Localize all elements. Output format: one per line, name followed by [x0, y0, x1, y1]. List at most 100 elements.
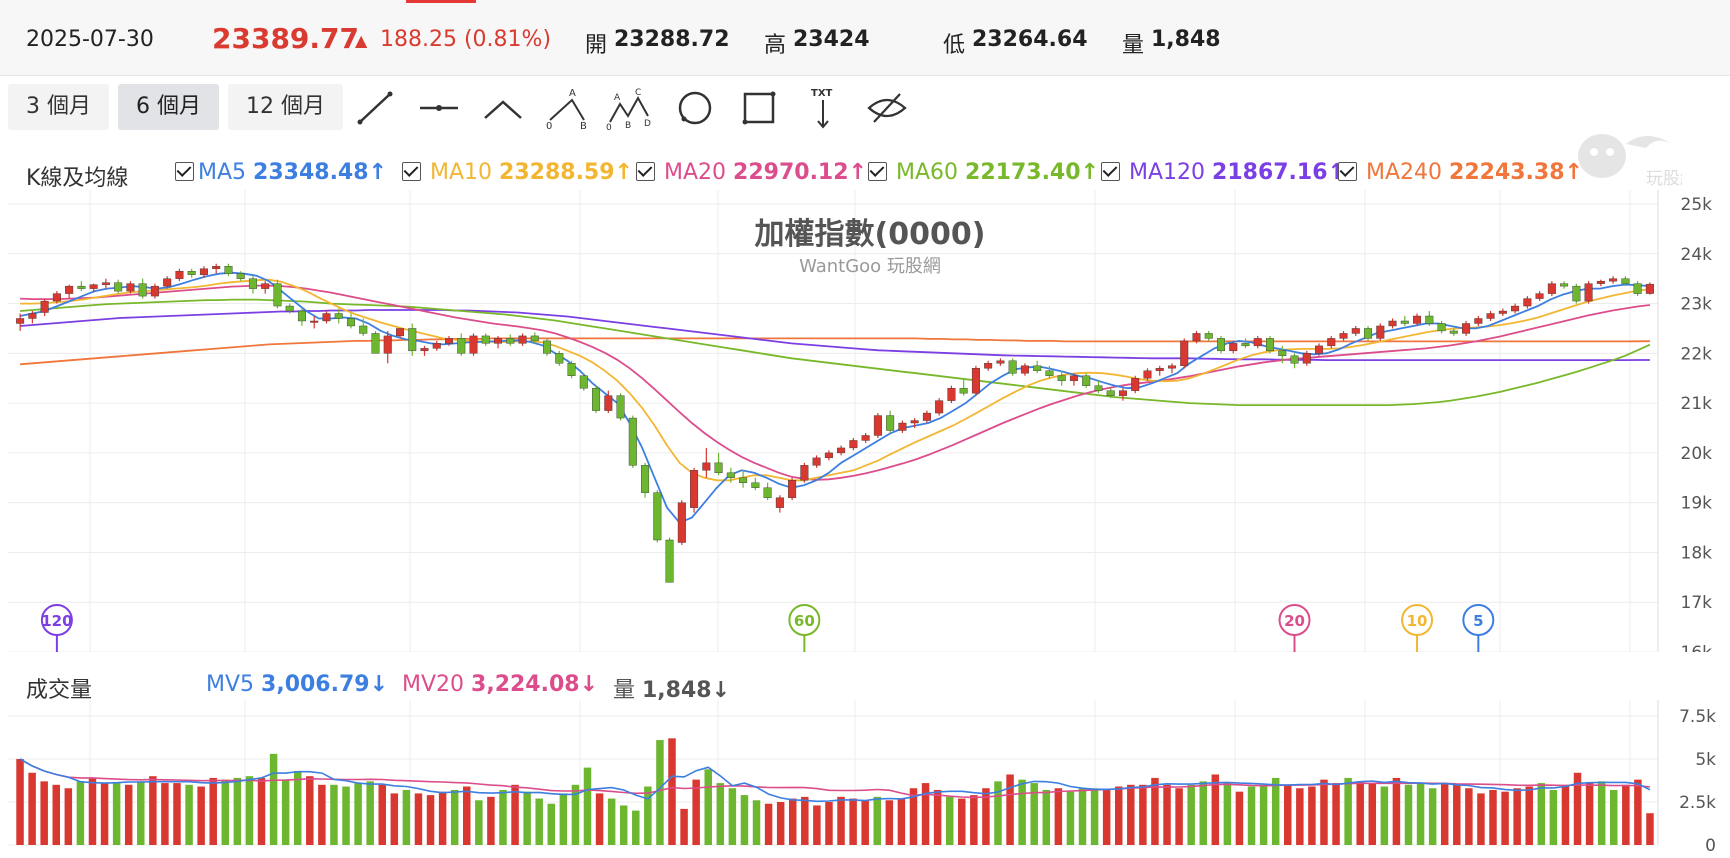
svg-text:A: A — [614, 93, 621, 103]
candlestick — [248, 276, 257, 294]
y-tick-label: 23k — [1681, 295, 1713, 315]
ma-toggle-checkbox[interactable] — [1101, 162, 1120, 181]
candlestick — [739, 470, 748, 488]
arrow-down-icon: ↓ — [711, 678, 731, 703]
volume-bar — [788, 798, 797, 845]
candlestick — [1596, 279, 1605, 287]
volume-bar — [487, 796, 495, 845]
volume-bar — [342, 786, 350, 845]
volume-bar — [994, 781, 1002, 845]
wantgoo-logo: 玩股網 — [1576, 124, 1697, 190]
candlestick — [996, 358, 1005, 366]
last-price: 23389.77 — [212, 22, 360, 55]
volume-bar — [1489, 789, 1497, 845]
candle-body — [1364, 328, 1373, 339]
volume-bar — [728, 788, 737, 845]
candlestick — [1057, 370, 1066, 386]
candle-body — [641, 465, 650, 493]
candle-body — [1118, 390, 1127, 396]
abc-pattern-icon[interactable]: A 0 B — [544, 86, 590, 132]
candlestick — [812, 455, 821, 468]
ma-toggle-checkbox[interactable] — [1338, 162, 1357, 181]
volume-bar — [970, 795, 978, 845]
ma-value: 22173.40 — [965, 160, 1081, 185]
candlestick — [555, 350, 564, 366]
candlestick — [1204, 330, 1213, 341]
candle-body — [1400, 320, 1409, 324]
volume-bar — [656, 740, 664, 845]
candlestick — [1131, 375, 1140, 394]
candle-body — [1645, 283, 1654, 294]
candlestick — [1474, 316, 1483, 326]
period-6m-button[interactable]: 6 個月 — [118, 84, 219, 130]
arrow-up-icon: ↑ — [1564, 160, 1583, 185]
volume-chart[interactable]: 0 2.5k 5k 7.5k — [0, 700, 1730, 858]
volume-bar — [837, 796, 845, 845]
candlestick — [1364, 325, 1373, 341]
candle-body — [138, 283, 147, 297]
candlestick — [1633, 281, 1642, 297]
candle-body — [677, 502, 686, 543]
arrow-up-icon: ↑ — [614, 160, 633, 185]
candle-body — [824, 452, 833, 459]
ma-toggle-checkbox[interactable] — [175, 162, 194, 181]
candle-body — [334, 313, 343, 319]
trendline-icon[interactable] — [352, 86, 398, 130]
ma-legend-item: MA240 22243.38↑ — [1366, 160, 1583, 185]
hide-eye-icon[interactable] — [864, 86, 910, 130]
volume-bar — [752, 800, 761, 845]
candle-body — [1204, 333, 1213, 339]
candle-body — [1449, 330, 1458, 334]
rectangle-icon[interactable] — [736, 86, 782, 130]
candlestick — [261, 281, 270, 294]
ma-toggle-checkbox[interactable] — [636, 162, 655, 181]
candlestick — [1033, 360, 1042, 374]
volume-bar — [1211, 774, 1220, 845]
candle-body — [457, 338, 466, 354]
candlestick — [77, 281, 86, 292]
candle-body — [1413, 315, 1422, 324]
candlestick — [1094, 380, 1103, 394]
volume-bar — [1573, 772, 1582, 845]
volume-bar — [1344, 777, 1352, 845]
svg-text:0: 0 — [546, 121, 552, 130]
candle-body — [236, 273, 245, 279]
candlestick — [628, 415, 637, 468]
abcd-pattern-icon[interactable]: A C B D 0 — [606, 86, 652, 133]
arrow-up-icon: ↑ — [1080, 160, 1099, 185]
candle-body — [1033, 365, 1042, 371]
text-marker-icon[interactable]: TXT — [800, 86, 846, 130]
candlestick — [1572, 283, 1581, 304]
ma-toggle-checkbox[interactable] — [402, 162, 421, 181]
ma-toggle-checkbox[interactable] — [868, 162, 887, 181]
horizontal-line-icon[interactable] — [416, 86, 462, 130]
candlestick — [1351, 325, 1360, 336]
quote-header: 2025-07-30 23389.77 ▲ 188.25 (0.81%) 開 2… — [0, 0, 1730, 76]
y-tick-label: 5k — [1695, 750, 1716, 770]
volume-bar — [378, 784, 386, 845]
candlestick — [922, 410, 931, 424]
candlestick — [1106, 388, 1115, 399]
candle-body — [1584, 283, 1593, 302]
period-3m-button[interactable]: 3 個月 — [8, 84, 109, 130]
period-12m-button[interactable]: 12 個月 — [228, 84, 343, 130]
candlestick — [236, 271, 245, 282]
open-label: 開 — [585, 33, 608, 58]
candle-body — [1180, 340, 1189, 366]
candle-body — [763, 487, 772, 498]
candlestick — [1425, 311, 1434, 326]
circle-icon[interactable] — [672, 86, 718, 130]
candlestick — [751, 477, 760, 491]
angle-line-icon[interactable] — [480, 86, 526, 130]
volume-bar — [366, 781, 374, 845]
quote-date: 2025-07-30 — [26, 27, 154, 52]
volume-bar — [547, 803, 556, 845]
candle-body — [101, 282, 110, 285]
candle-body — [800, 465, 809, 481]
price-chart[interactable]: 16k 17k 18k 19k 20k 21k 22k 23k 24k 25k 加權指數(0000)… — [0, 190, 1730, 652]
volume-bar — [281, 779, 290, 845]
candlestick — [40, 298, 49, 316]
ma-legend-item: MA20 22970.12↑ — [664, 160, 867, 185]
volume-bar — [1090, 788, 1099, 845]
volume-bar — [245, 776, 254, 845]
